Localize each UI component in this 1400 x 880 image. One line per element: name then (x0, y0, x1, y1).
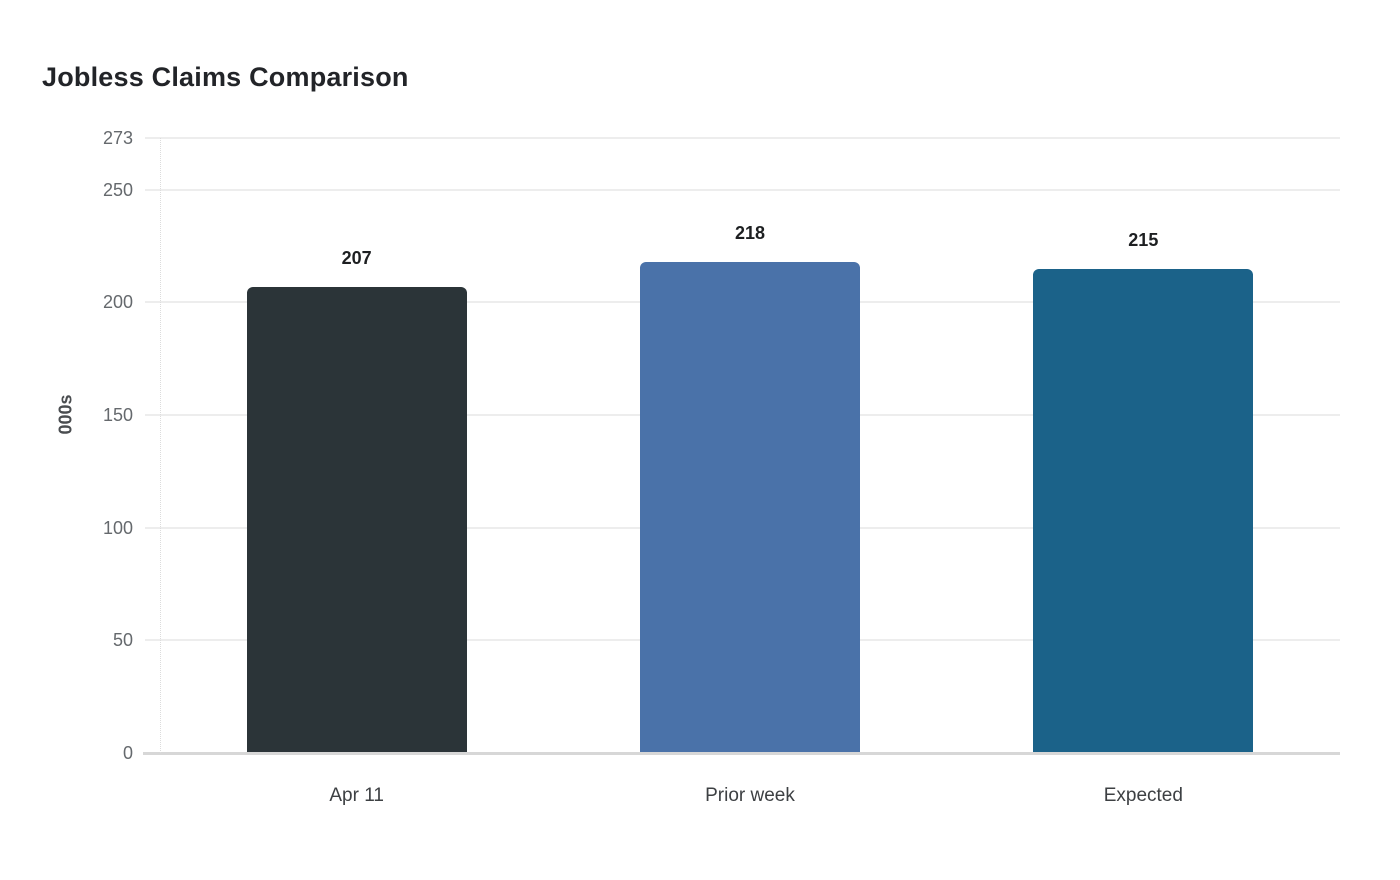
bar-value-label-2: 215 (1128, 229, 1159, 250)
x-tick-label-0: Apr 11 (329, 785, 384, 806)
y-tick-label-100: 100 (102, 517, 133, 538)
x-tick-label-1: Prior week (705, 785, 795, 806)
bar-value-label-1: 218 (734, 222, 766, 243)
x-tick-label-2: Expected (1103, 785, 1183, 806)
bar-value-label-0: 207 (341, 247, 372, 268)
y-tick-label-50: 50 (112, 630, 133, 651)
y-tick-label-150: 150 (102, 405, 133, 426)
y-tick-label-200: 200 (102, 292, 133, 313)
gridline-y-250 (145, 188, 1340, 191)
y-tick-label-273: 273 (102, 128, 133, 148)
y-axis-line (160, 138, 161, 753)
bar-prior-week (640, 261, 860, 752)
bar-expected (1033, 268, 1254, 752)
y-tick-label-250: 250 (102, 179, 133, 200)
chart-title: Jobless Claims Comparison (42, 62, 409, 92)
bar-apr-11 (246, 286, 467, 752)
x-axis-baseline (143, 752, 1340, 755)
y-tick-label-0: 0 (122, 743, 133, 763)
gridline-y-273 (145, 137, 1340, 139)
